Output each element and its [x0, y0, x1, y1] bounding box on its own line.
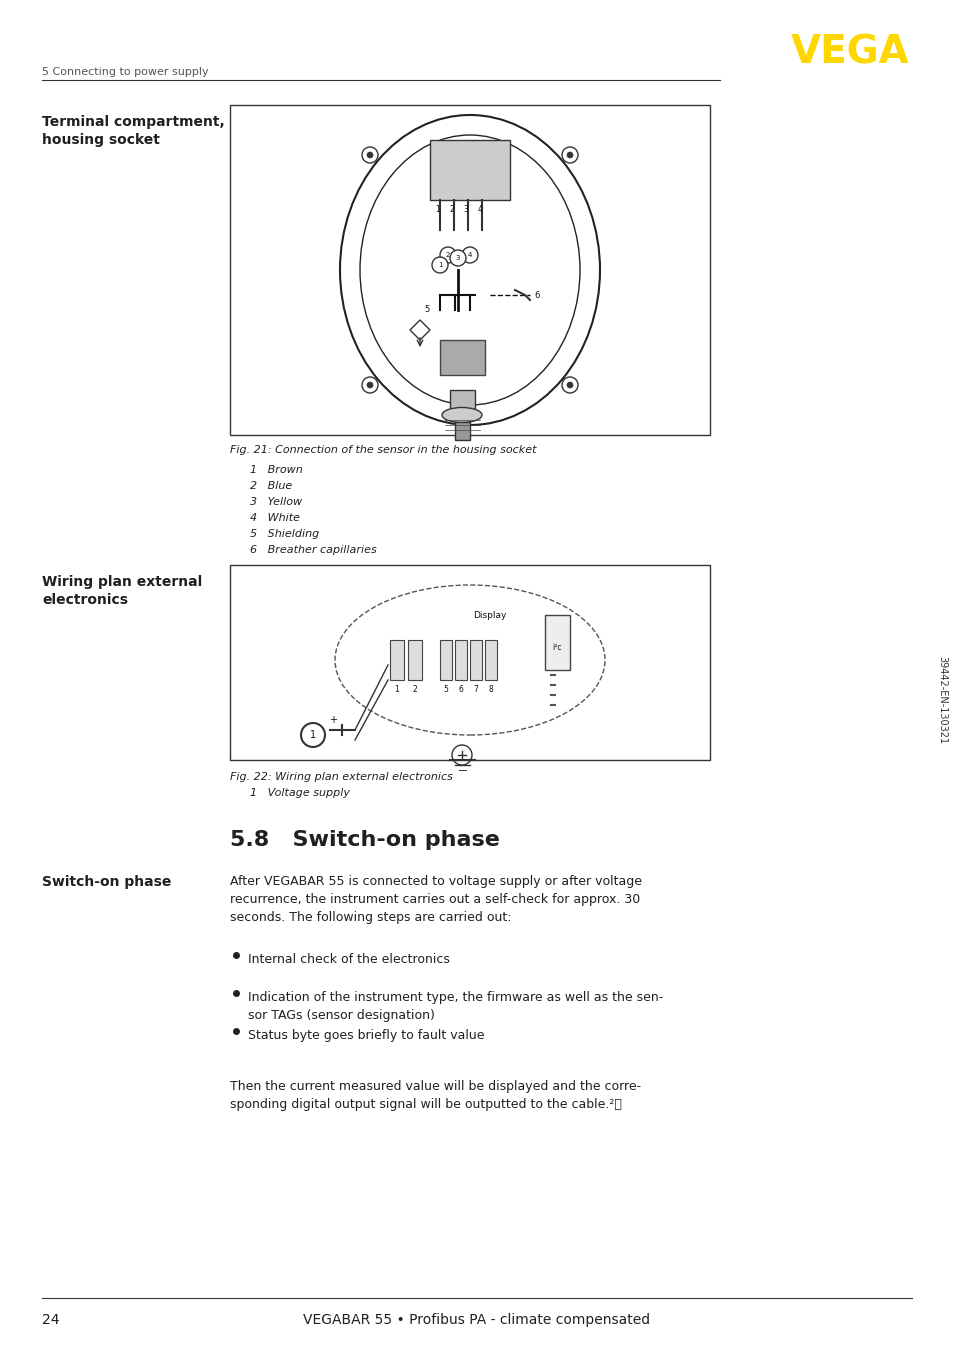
Text: 1: 1: [436, 206, 440, 214]
Circle shape: [432, 257, 448, 274]
Text: VEGA: VEGA: [790, 32, 909, 70]
Text: Internal check of the electronics: Internal check of the electronics: [248, 953, 450, 965]
Text: +: +: [329, 715, 336, 724]
Bar: [408, 640, 421, 680]
Text: 8: 8: [488, 685, 493, 695]
Text: 3   Yellow: 3 Yellow: [250, 497, 302, 506]
Text: 5: 5: [424, 306, 430, 314]
Bar: [470, 640, 481, 680]
Text: 1: 1: [310, 730, 315, 741]
Bar: [484, 640, 497, 680]
Text: 7: 7: [473, 685, 478, 695]
Text: 5.8   Switch-on phase: 5.8 Switch-on phase: [230, 830, 499, 850]
Text: 1   Voltage supply: 1 Voltage supply: [250, 788, 350, 798]
Circle shape: [566, 152, 573, 158]
Text: 6: 6: [458, 685, 463, 695]
Bar: [439, 340, 484, 375]
Text: Display: Display: [473, 611, 506, 620]
Text: 1: 1: [437, 263, 442, 268]
Circle shape: [461, 246, 477, 263]
Text: 5 Connecting to power supply: 5 Connecting to power supply: [42, 66, 209, 77]
Text: 5: 5: [443, 685, 448, 695]
Text: 6   Breather capillaries: 6 Breather capillaries: [250, 546, 376, 555]
Text: 39442-EN-130321: 39442-EN-130321: [936, 655, 946, 745]
Bar: [430, 139, 510, 200]
Text: Fig. 21: Connection of the sensor in the housing socket: Fig. 21: Connection of the sensor in the…: [230, 445, 536, 455]
Text: Switch-on phase: Switch-on phase: [42, 875, 172, 890]
Text: 1: 1: [395, 685, 399, 695]
Bar: [390, 640, 403, 680]
Text: Indication of the instrument type, the firmware as well as the sen-
sor TAGs (se: Indication of the instrument type, the f…: [248, 991, 662, 1022]
FancyBboxPatch shape: [230, 565, 709, 760]
Circle shape: [367, 152, 373, 158]
Text: After VEGABAR 55 is connected to voltage supply or after voltage
recurrence, the: After VEGABAR 55 is connected to voltage…: [230, 875, 641, 923]
Text: 2   Blue: 2 Blue: [250, 481, 292, 492]
FancyBboxPatch shape: [230, 106, 709, 435]
Text: Status byte goes briefly to fault value: Status byte goes briefly to fault value: [248, 1029, 484, 1043]
Text: 4: 4: [477, 206, 482, 214]
Text: 2: 2: [445, 252, 450, 259]
Text: Wiring plan external
electronics: Wiring plan external electronics: [42, 575, 202, 608]
Circle shape: [450, 250, 465, 265]
Bar: [455, 640, 467, 680]
Text: Fig. 22: Wiring plan external electronics: Fig. 22: Wiring plan external electronic…: [230, 772, 453, 783]
Circle shape: [367, 382, 373, 389]
Text: 24: 24: [42, 1313, 59, 1327]
Text: 3: 3: [463, 206, 468, 214]
Bar: [450, 390, 475, 414]
Text: 2: 2: [413, 685, 416, 695]
Circle shape: [301, 723, 325, 747]
Text: Terminal compartment,
housing socket: Terminal compartment, housing socket: [42, 115, 225, 148]
Text: 5   Shielding: 5 Shielding: [250, 529, 319, 539]
Circle shape: [566, 382, 573, 389]
Text: 3: 3: [456, 255, 459, 261]
Text: 1   Brown: 1 Brown: [250, 464, 302, 475]
Text: VEGABAR 55 • Profibus PA - climate compensated: VEGABAR 55 • Profibus PA - climate compe…: [303, 1313, 650, 1327]
Bar: [455, 422, 470, 440]
Text: 6: 6: [534, 291, 538, 299]
Circle shape: [439, 246, 456, 263]
Text: 2: 2: [449, 206, 454, 214]
Text: Then the current measured value will be displayed and the corre-
sponding digita: Then the current measured value will be …: [230, 1080, 640, 1112]
Text: 4   White: 4 White: [250, 513, 299, 523]
Ellipse shape: [441, 408, 481, 422]
Bar: [439, 640, 452, 680]
Text: i²c: i²c: [552, 643, 561, 653]
Bar: [544, 615, 569, 670]
Text: 4: 4: [467, 252, 472, 259]
